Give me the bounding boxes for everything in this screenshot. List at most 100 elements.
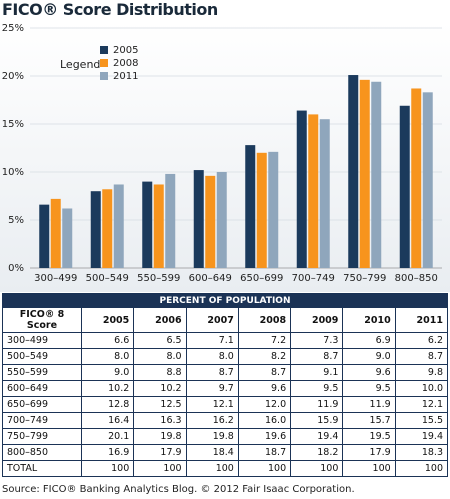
table-row: 550–599 9.0 8.8 8.7 8.7 9.1 9.6 9.8 xyxy=(2,364,449,381)
bar xyxy=(245,145,256,268)
bar xyxy=(102,189,113,268)
table-cell: 9.7 xyxy=(185,380,239,397)
x-tick-label: 800–850 xyxy=(395,273,438,284)
table-cell: 9.6 xyxy=(342,364,396,381)
row-header: 800–850 xyxy=(2,444,82,461)
table-cell: 19.6 xyxy=(237,428,292,445)
data-table: PERCENT OF POPULATION FICO® 8 Score 2005 20… xyxy=(2,293,449,477)
table-cell: 19.8 xyxy=(133,428,187,445)
table-band-row: PERCENT OF POPULATION xyxy=(2,293,448,308)
table-row: 500–549 8.0 8.0 8.0 8.2 8.7 9.0 8.7 xyxy=(2,348,449,365)
table-cell: 17.9 xyxy=(342,444,396,461)
table-cell: 8.7 xyxy=(290,348,344,365)
table-cell: 15.5 xyxy=(394,412,449,429)
table-row: 600–649 10.2 10.2 9.7 9.6 9.5 9.5 10.0 xyxy=(2,380,449,397)
table-header-row: FICO® 8 Score 2005 2006 2007 2008 2009 2010 201… xyxy=(2,307,449,333)
table-cell: 16.0 xyxy=(237,412,292,429)
table-cell: 8.7 xyxy=(237,364,292,381)
bar xyxy=(113,184,124,268)
table-cell: 6.9 xyxy=(342,332,396,349)
row-header: 500–549 xyxy=(2,348,82,365)
table-cell: 100 xyxy=(394,460,449,477)
table-cell: 18.7 xyxy=(237,444,292,461)
bar xyxy=(193,170,204,268)
table-cell: 7.2 xyxy=(237,332,292,349)
table-cell: 19.8 xyxy=(185,428,239,445)
table-cell: 100 xyxy=(237,460,292,477)
bar xyxy=(142,181,153,268)
table-cell: 19.4 xyxy=(290,428,344,445)
table-cell: 16.9 xyxy=(80,444,135,461)
table-cell: 19.5 xyxy=(342,428,396,445)
row-header: 750–799 xyxy=(2,428,82,445)
x-tick-label: 300–499 xyxy=(34,273,77,284)
column-header: 2008 xyxy=(237,307,292,333)
x-tick-label: 550–599 xyxy=(137,273,180,284)
table-row: 700–749 16.4 16.3 16.2 16.0 15.9 15.7 15.5 xyxy=(2,412,449,429)
table-cell: 100 xyxy=(80,460,135,477)
table-cell: 11.9 xyxy=(290,396,344,413)
chart: 0% 5% 10% 15% 20% 25% 300–499 500–549 550–599 600… xyxy=(0,22,450,292)
row-header: 600–649 xyxy=(2,380,82,397)
bar xyxy=(153,184,164,268)
table-cell: 9.5 xyxy=(342,380,396,397)
table-cell: 20.1 xyxy=(80,428,135,445)
table-cell: 8.7 xyxy=(394,348,449,365)
row-header: TOTAL xyxy=(2,460,82,477)
table-cell: 8.8 xyxy=(133,364,187,381)
table-cell: 9.0 xyxy=(342,348,396,365)
table-cell: 100 xyxy=(185,460,239,477)
table-cell: 100 xyxy=(342,460,396,477)
column-header: 2010 xyxy=(342,307,396,333)
column-header: 2006 xyxy=(133,307,187,333)
bar xyxy=(359,79,370,268)
table-cell: 18.4 xyxy=(185,444,239,461)
column-header: 2009 xyxy=(290,307,344,333)
table-row: 750–799 20.1 19.8 19.8 19.6 19.4 19.5 19.4 xyxy=(2,428,449,445)
table-cell: 10.0 xyxy=(394,380,449,397)
table-row: 800–850 16.9 17.9 18.4 18.7 18.2 17.9 18.3 xyxy=(2,444,449,461)
column-header: 2005 xyxy=(80,307,135,333)
y-tick-label: 5% xyxy=(8,215,24,226)
bar xyxy=(256,152,267,268)
table-cell: 8.2 xyxy=(237,348,292,365)
table-cell: 12.1 xyxy=(394,396,449,413)
y-tick-label: 15% xyxy=(2,119,24,130)
table-cell: 10.2 xyxy=(133,380,187,397)
bar xyxy=(308,114,319,269)
bar xyxy=(399,105,410,268)
table-row: 650–699 12.8 12.5 12.1 12.0 11.9 11.9 12.1 xyxy=(2,396,449,413)
table-cell: 9.0 xyxy=(80,364,135,381)
table-cell: 8.7 xyxy=(185,364,239,381)
table-cell: 8.0 xyxy=(185,348,239,365)
table-cell: 6.6 xyxy=(80,332,135,349)
table-cell: 15.9 xyxy=(290,412,344,429)
legend-title: Legend xyxy=(60,58,100,71)
table-cell: 9.1 xyxy=(290,364,344,381)
table-cell: 16.3 xyxy=(133,412,187,429)
table-cell: 10.2 xyxy=(80,380,135,397)
legend-swatch xyxy=(100,46,108,54)
bar xyxy=(296,110,307,268)
y-tick-label: 10% xyxy=(2,167,24,178)
bar xyxy=(268,151,279,268)
legend-swatch xyxy=(100,59,108,67)
row-header: 300–499 xyxy=(2,332,82,349)
table-cell: 18.2 xyxy=(290,444,344,461)
chart-title: FICO® Score Distribution xyxy=(2,0,218,19)
table-cell: 16.4 xyxy=(80,412,135,429)
table-cell: 7.1 xyxy=(185,332,239,349)
x-tick-label: 700–749 xyxy=(292,273,335,284)
column-header: 2011 xyxy=(394,307,449,333)
legend-label: 2008 xyxy=(113,58,138,69)
table-cell: 12.5 xyxy=(133,396,187,413)
table-cell: 9.8 xyxy=(394,364,449,381)
x-tick-label: 500–549 xyxy=(86,273,129,284)
legend-label: 2011 xyxy=(113,71,138,82)
table-title: PERCENT OF POPULATION xyxy=(2,293,448,308)
bar xyxy=(348,75,359,268)
bar xyxy=(39,204,50,268)
table-cell: 16.2 xyxy=(185,412,239,429)
table-cell: 12.1 xyxy=(185,396,239,413)
